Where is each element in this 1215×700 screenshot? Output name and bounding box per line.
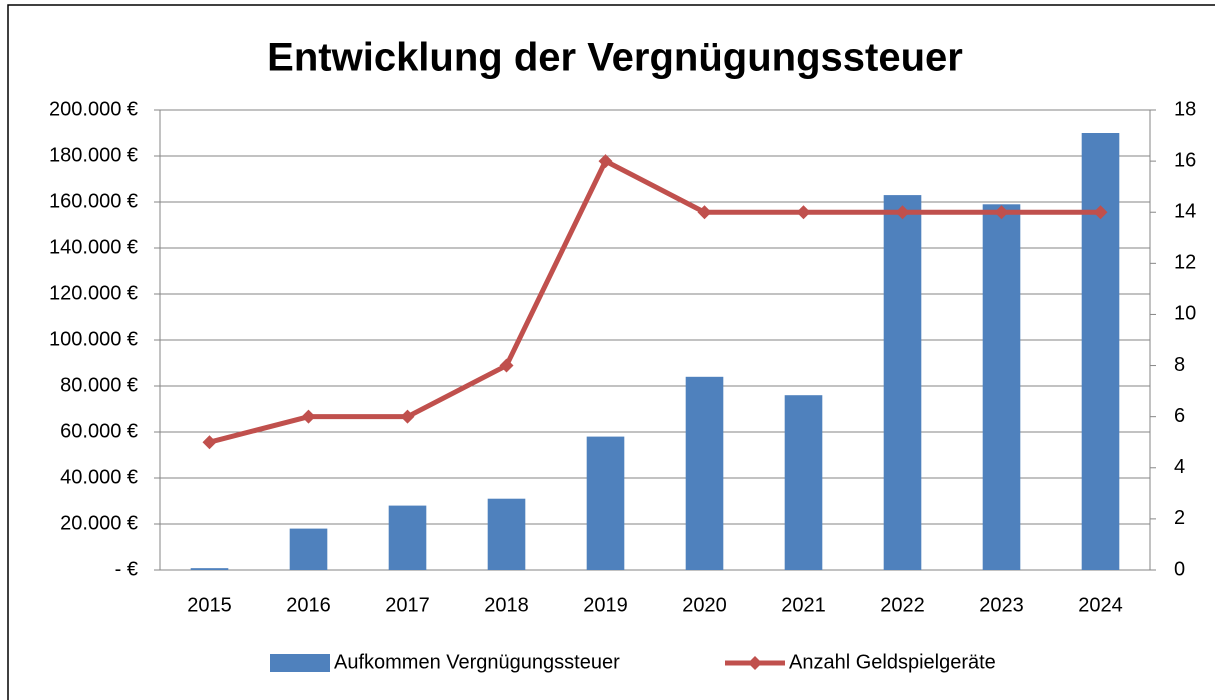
x-tick-label: 2017 bbox=[385, 594, 430, 616]
x-tick-label: 2018 bbox=[484, 594, 529, 616]
line-marker bbox=[598, 154, 613, 169]
y2-tick-label: 12 bbox=[1174, 252, 1196, 274]
bar bbox=[883, 195, 922, 570]
line-marker bbox=[697, 205, 712, 220]
y2-tick-label: 8 bbox=[1174, 354, 1185, 376]
x-tick-label: 2023 bbox=[979, 594, 1024, 616]
line-marker bbox=[994, 205, 1009, 220]
x-tick-label: 2015 bbox=[187, 594, 232, 616]
chart-title: Entwicklung der Vergnügungssteuer bbox=[267, 36, 963, 80]
legend-swatch bbox=[270, 654, 330, 672]
x-tick-label: 2016 bbox=[286, 594, 331, 616]
legend-label: Anzahl Geldspielgeräte bbox=[789, 651, 996, 673]
legend-label: Aufkommen Vergnügungssteuer bbox=[334, 651, 620, 673]
y2-tick-label: 6 bbox=[1174, 405, 1185, 427]
bar bbox=[388, 505, 427, 570]
bar bbox=[784, 395, 823, 570]
y2-tick-label: 0 bbox=[1174, 558, 1185, 580]
line-marker bbox=[499, 358, 514, 373]
bar bbox=[289, 528, 328, 570]
bar bbox=[982, 204, 1021, 571]
bar bbox=[586, 436, 625, 570]
x-tick-label: 2024 bbox=[1078, 594, 1123, 616]
line-marker bbox=[1093, 205, 1108, 220]
y-tick-label: 160.000 € bbox=[49, 190, 138, 212]
line-marker bbox=[202, 435, 217, 450]
y-tick-label: 20.000 € bbox=[60, 512, 138, 534]
y2-tick-label: 16 bbox=[1174, 149, 1196, 171]
line-marker bbox=[301, 409, 316, 424]
y2-tick-label: 18 bbox=[1174, 98, 1196, 120]
y-tick-label: 80.000 € bbox=[60, 374, 138, 396]
y-tick-label: 200.000 € bbox=[49, 98, 138, 120]
bar bbox=[1081, 133, 1120, 570]
y-tick-label: 100.000 € bbox=[49, 328, 138, 350]
line bbox=[208, 158, 1101, 445]
x-tick-label: 2019 bbox=[583, 594, 628, 616]
x-tick-label: 2021 bbox=[781, 594, 826, 616]
bar bbox=[190, 568, 229, 570]
bar bbox=[685, 376, 724, 570]
y2-tick-label: 2 bbox=[1174, 507, 1185, 529]
x-tick-label: 2020 bbox=[682, 594, 727, 616]
y2-tick-label: 4 bbox=[1174, 456, 1185, 478]
y2-tick-label: 10 bbox=[1174, 303, 1196, 325]
y-tick-label: - € bbox=[115, 558, 138, 580]
y-tick-label: 60.000 € bbox=[60, 420, 138, 442]
x-tick-label: 2022 bbox=[880, 594, 925, 616]
bar bbox=[487, 498, 526, 570]
y2-tick-label: 14 bbox=[1174, 201, 1196, 223]
line-marker bbox=[895, 205, 910, 220]
line-marker bbox=[796, 205, 811, 220]
legend-marker bbox=[748, 656, 762, 670]
line-marker bbox=[400, 409, 415, 424]
y-tick-label: 140.000 € bbox=[49, 236, 138, 258]
y-tick-label: 120.000 € bbox=[49, 282, 138, 304]
y-tick-label: 40.000 € bbox=[60, 466, 138, 488]
y-tick-label: 180.000 € bbox=[49, 144, 138, 166]
